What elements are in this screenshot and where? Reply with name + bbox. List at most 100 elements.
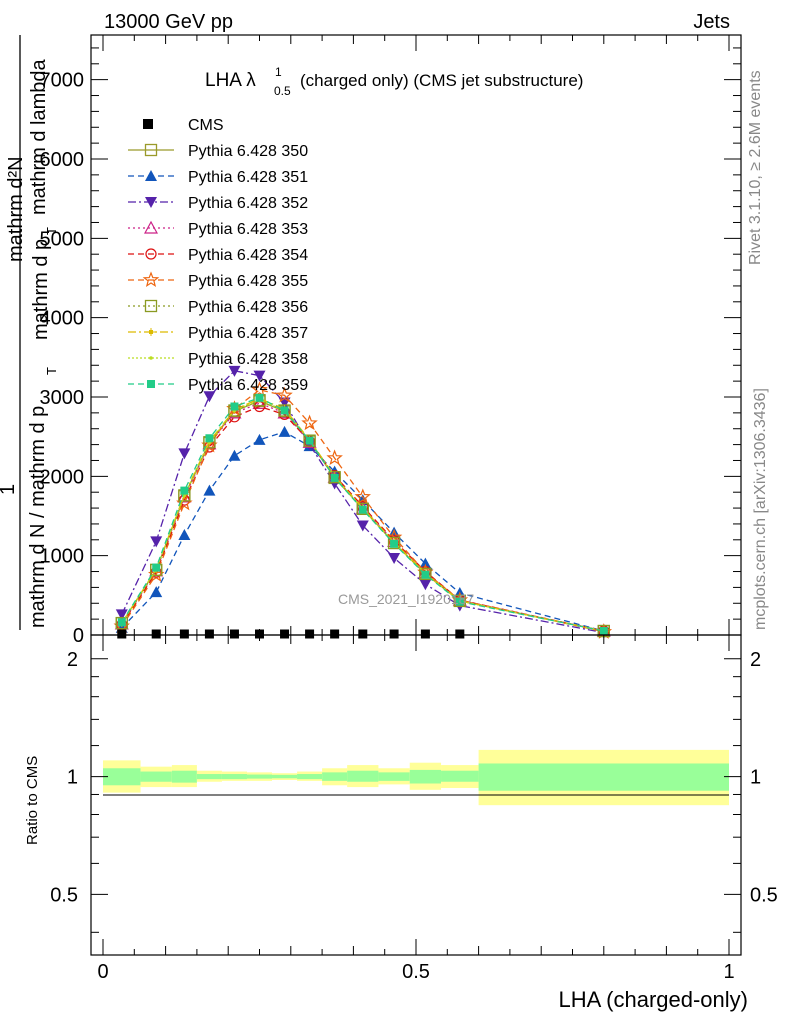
ratio-band-inner (478, 763, 729, 791)
series-point (354, 488, 371, 504)
main-ytick-label: 0 (73, 625, 84, 647)
series-point (150, 586, 163, 598)
series-point (303, 434, 316, 447)
main-ytick-label: 6000 (40, 149, 85, 171)
series-point (421, 570, 430, 579)
series-point (180, 486, 189, 495)
series-point (203, 484, 216, 496)
svg-text:LHA λ: LHA λ (205, 70, 256, 91)
ratio-band-inner (171, 770, 197, 783)
ratio-band-inner (140, 771, 172, 782)
main-ytick-label: 5000 (40, 228, 85, 250)
cms-point (280, 629, 290, 639)
title-sup: 1 (275, 65, 282, 79)
legend-marker (144, 299, 158, 313)
series-point (150, 536, 163, 548)
header-left: 13000 GeV pp (104, 11, 233, 33)
legend-marker (142, 271, 160, 288)
title-sub: 0.5 (274, 84, 291, 98)
main-series-group (113, 365, 613, 639)
cms-point (330, 629, 340, 639)
legend-marker (145, 248, 157, 260)
ratio-ytick-label: 1 (67, 767, 78, 789)
ratio-frame (90, 634, 742, 956)
series-line-355 (121, 389, 604, 633)
legend-marker (143, 220, 159, 234)
series-point (356, 502, 369, 516)
legend-label: Pythia 6.428 350 (188, 143, 308, 160)
ylabel-top2-sub: T (44, 227, 59, 235)
main-ytick-label: 3000 (40, 387, 85, 409)
ratio-ytick-label-right: 1 (750, 767, 761, 789)
ratio-band-inner (378, 772, 410, 781)
series-point (178, 529, 191, 541)
title-main: LHA λ (205, 70, 256, 91)
legend-marker (145, 170, 157, 181)
series-point (251, 381, 268, 397)
ratio-band-inner (246, 774, 273, 779)
legend-label: Pythia 6.428 358 (188, 351, 308, 368)
header-right: Jets (693, 11, 730, 33)
series-point (387, 536, 401, 550)
series-point (305, 436, 314, 445)
legend-marker (147, 328, 155, 336)
ratio-band-inner (196, 774, 222, 780)
series-point (280, 406, 289, 415)
ratio-xtick-label: 0.5 (402, 961, 430, 983)
legend-label: Pythia 6.428 357 (188, 325, 308, 342)
ratio-xtick-label: 0 (97, 961, 108, 983)
ratio-ytick-label-right: 0.5 (750, 884, 778, 906)
cms-point (117, 629, 127, 639)
ratio-ytick-label: 0.5 (50, 884, 78, 906)
series-line-351 (121, 431, 604, 632)
series-point (419, 567, 432, 581)
legend-label: Pythia 6.428 354 (188, 247, 308, 264)
cms-point (305, 629, 315, 639)
legend-marker (144, 143, 158, 157)
legend-marker (147, 380, 155, 388)
ylabel-top2: mathrm d p (30, 239, 52, 340)
series-point (419, 579, 432, 591)
ratio-xtick-label: 1 (723, 961, 734, 983)
legend-marker (145, 197, 157, 208)
legend-label: Pythia 6.428 359 (188, 377, 308, 394)
legend-marker (149, 356, 153, 360)
ratio-band-inner (409, 769, 442, 784)
ratio-ytick-label: 2 (67, 649, 78, 671)
ratio-band-inner (347, 770, 379, 782)
series-point (301, 414, 318, 431)
cms-point (420, 629, 430, 639)
cms-point (229, 629, 239, 639)
series-point (228, 449, 241, 461)
ratio-band-inner (221, 774, 247, 780)
series-point (205, 434, 214, 443)
ratio-panel: 0.5 0.5 1 1 2 2 0 0.5 1 Ratio to CMS LHA (charge… (24, 634, 778, 1012)
ratio-band-inner (441, 770, 479, 782)
series-point (419, 557, 432, 569)
series-point (278, 425, 291, 437)
rivet-label: Rivet 3.1.10, ≥ 2.6M events (747, 70, 764, 265)
title-rest: (charged only) (CMS jet substructure) (300, 71, 583, 90)
series-point (599, 627, 608, 636)
ratio-ylabel: Ratio to CMS (24, 756, 41, 845)
series-point (203, 391, 216, 403)
ratio-band-inner (297, 774, 323, 780)
series-point (328, 470, 341, 484)
legend-label: CMS (188, 117, 224, 134)
series-point (117, 618, 126, 627)
legend-label: Pythia 6.428 351 (188, 169, 308, 186)
ylabel-bottom: mathrm d N / mathrm d p (27, 406, 49, 628)
series-point (358, 505, 367, 514)
cms-point (151, 629, 161, 639)
main-ytick-label: 2000 (40, 466, 85, 488)
mcplots-label: mcplots.cern.ch [arXiv:1306.3436] (752, 388, 769, 630)
legend-label: Pythia 6.428 355 (188, 273, 308, 290)
series-line-358 (121, 399, 604, 632)
series-point (326, 449, 343, 466)
legend-cms-marker (143, 119, 153, 129)
y-axis-label: mathrm d²N mathrm d p T mathrm d lambda … (0, 35, 59, 630)
cms-point (204, 629, 214, 639)
series-point (253, 433, 266, 445)
series-point (230, 402, 239, 411)
